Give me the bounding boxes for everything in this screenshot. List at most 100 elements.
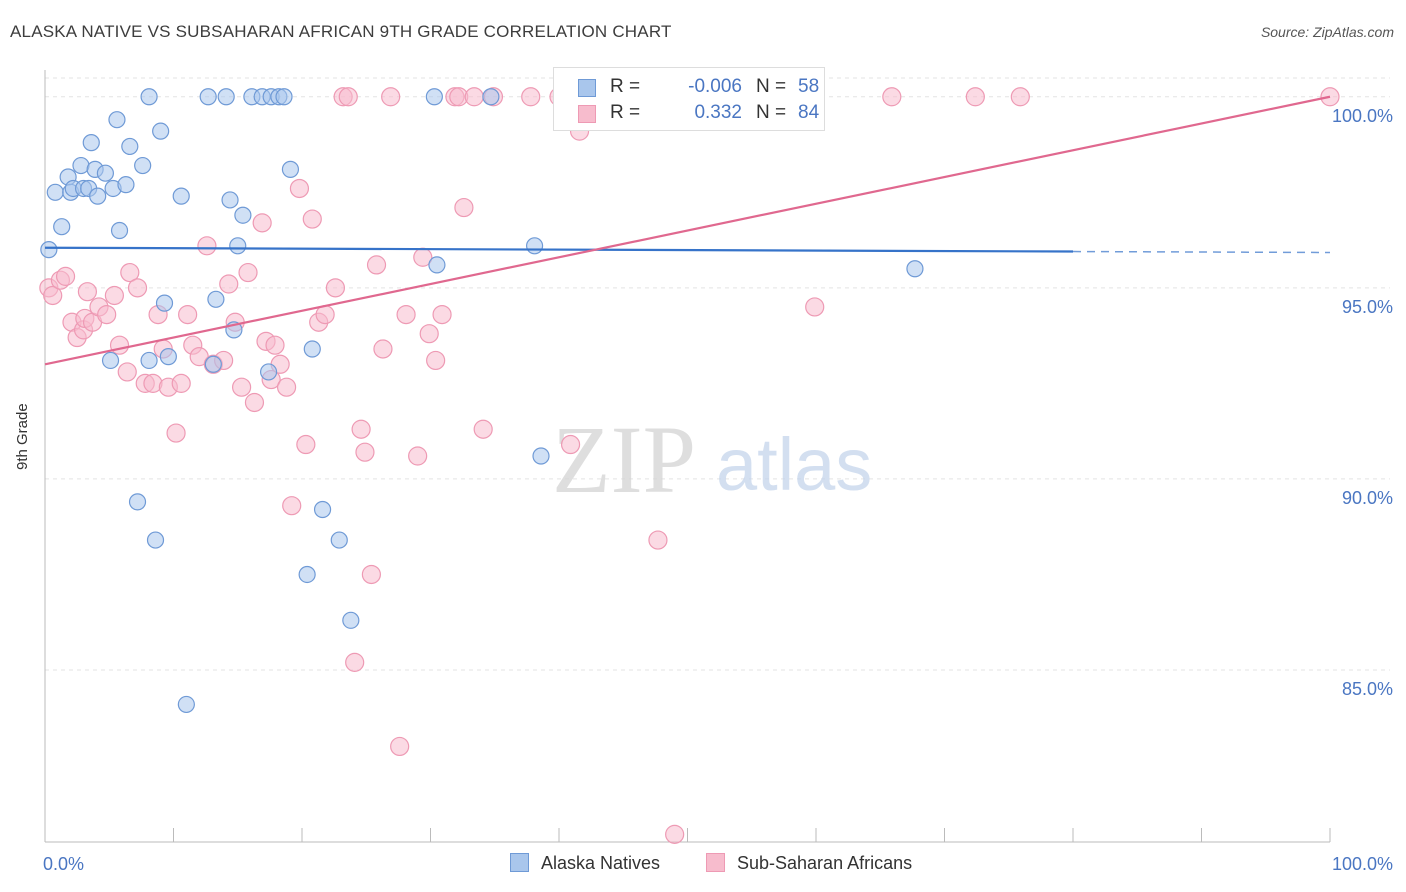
watermark-atlas: atlas [716,423,872,506]
data-point-alaska-native [140,351,158,370]
data-point-sub-saharan [325,278,346,298]
data-point-alaska-native [172,187,190,205]
data-point-sub-saharan [276,377,297,397]
data-point-sub-saharan [232,377,252,397]
data-point-sub-saharan [805,297,825,317]
data-point-sub-saharan [665,824,685,844]
data-point-sub-saharan [432,304,452,325]
data-point-sub-saharan [366,255,387,275]
data-point-sub-saharan [120,262,140,283]
trend-lines [44,95,1331,366]
data-point-sub-saharan [882,87,902,107]
data-point-sub-saharan [464,87,484,107]
data-point-alaska-native [146,531,165,549]
data-point-sub-saharan [43,285,63,306]
data-point-sub-saharan [1010,87,1030,107]
data-point-alaska-native [89,187,107,205]
data-point-sub-saharan [965,87,985,107]
y-tick-label: 85.0% [1342,679,1393,699]
data-point-alaska-native [482,88,500,106]
data-point-sub-saharan [238,262,258,283]
data-point-alaska-native [46,183,64,201]
data-point-alaska-native [428,256,446,274]
data-point-sub-saharan [648,530,668,550]
data-point-alaska-native [117,176,135,194]
data-point-alaska-native [532,447,550,465]
data-point-alaska-native [207,290,225,308]
data-point-sub-saharan [109,335,130,355]
x-tick-label: 100.0% [1332,854,1393,874]
data-point-sub-saharan [127,278,148,298]
legend-label: Sub-Saharan Africans [737,853,913,873]
trend-line-alaska-natives [44,246,1074,253]
data-point-sub-saharan [521,87,541,107]
data-point-alaska-native [234,206,252,224]
legend-item-alaska-natives[interactable]: Alaska Natives [510,853,660,874]
data-point-sub-saharan [104,285,124,306]
data-point-sub-saharan [55,266,76,286]
data-point-alaska-native [330,531,348,549]
r-value: 0.332 [694,102,742,123]
legend-item-sub-saharan-africans[interactable]: Sub-Saharan Africans [706,853,912,874]
data-point-alaska-native [221,191,239,209]
watermark-zip: ZIP [552,406,696,513]
data-point-alaska-native [110,221,129,240]
data-point-alaska-native [281,160,300,178]
data-point-sub-saharan [381,87,401,107]
data-point-alaska-native [204,355,222,373]
data-point-alaska-native [108,111,126,129]
data-point-sub-saharan [338,87,358,107]
data-point-sub-saharan [252,213,272,233]
data-point-sub-saharan [197,236,217,256]
data-point-alaska-native [342,611,360,629]
r-label: R = [610,102,641,123]
source-label: Source: ZipAtlas.com [1260,24,1394,40]
data-point-alaska-native [275,88,293,106]
data-point-sub-saharan [282,496,302,516]
trend-line-sub-saharan-africans [44,95,1331,366]
data-point-alaska-native [155,294,174,312]
x-tick-label: 0.0% [43,854,84,874]
data-point-sub-saharan [117,362,137,382]
data-point-alaska-native [53,218,71,236]
legend-swatch-blue [510,853,529,872]
grid-lines [45,77,1390,671]
data-point-sub-saharan [296,434,316,455]
data-point-alaska-native [313,500,332,519]
data-point-sub-saharan [302,209,322,229]
n-value: 58 [798,76,820,97]
x-tick-labels: 0.0% 100.0% [43,854,1393,874]
trend-line-alaska-natives-extension [1072,250,1331,254]
data-point-sub-saharan [166,423,186,443]
data-point-alaska-native [425,88,443,106]
data-point-alaska-native [298,565,316,584]
r-label: R = [610,76,641,97]
data-point-alaska-native [101,351,120,370]
data-point-sub-saharan [473,419,493,439]
data-point-alaska-native [121,137,139,156]
data-point-alaska-native [199,88,217,106]
data-point-alaska-native [159,348,177,366]
n-value: 84 [798,102,820,123]
data-point-alaska-native [217,88,235,106]
data-point-alaska-native [259,363,278,381]
y-tick-label: 100.0% [1332,106,1393,126]
data-point-alaska-native [525,237,544,255]
data-point-alaska-native [177,695,195,714]
data-point-sub-saharan [426,350,446,371]
data-point-sub-saharan [178,304,198,325]
legend-swatch-pink [578,105,596,123]
data-point-alaska-native [303,340,321,358]
y-tick-labels: 85.0% 90.0% 95.0% 100.0% [1332,106,1393,699]
data-point-alaska-native [96,164,114,182]
data-point-sub-saharan [560,434,581,455]
data-point-sub-saharan [351,419,371,439]
data-point-sub-saharan [454,197,474,218]
watermark: ZIP atlas [552,406,872,513]
data-point-sub-saharan [97,304,117,325]
n-label: N = [756,76,787,97]
data-point-sub-saharan [219,274,239,294]
legend-swatch-blue [578,79,596,97]
data-point-alaska-native [229,237,247,255]
